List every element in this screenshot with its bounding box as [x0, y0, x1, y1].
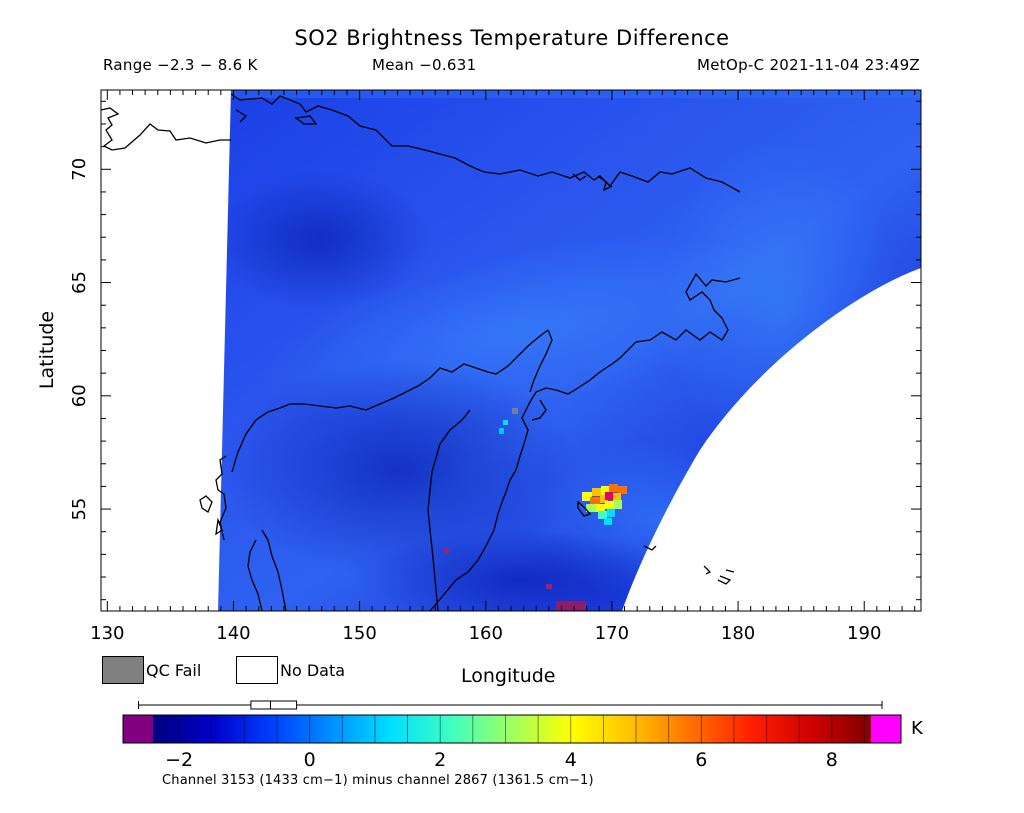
- y-axis-label: Latitude: [36, 310, 58, 390]
- colorbar-tick-label: 2: [434, 749, 446, 771]
- colorbar: [122, 714, 902, 744]
- x-tick-label-140: 140: [216, 623, 250, 644]
- colorbar-frame: [122, 714, 902, 744]
- y-tick-label-70: 70: [69, 158, 90, 181]
- x-tick-label-190: 190: [847, 623, 881, 644]
- x-tick-label-130: 130: [90, 623, 124, 644]
- colorbar-unit: K: [911, 718, 923, 739]
- satellite-time-text: MetOp-C 2021-11-04 23:49Z: [697, 56, 920, 74]
- colorbar-tick-label: 0: [304, 749, 316, 771]
- x-tick-label-150: 150: [342, 623, 376, 644]
- qc-fail-label: QC Fail: [146, 661, 202, 680]
- colorbar-tick-label: 4: [565, 749, 577, 771]
- no-data-swatch: [236, 656, 278, 684]
- colorbar-over-swatch: [871, 715, 901, 743]
- x-tick-label-160: 160: [469, 623, 503, 644]
- x-axis: 130 140 150 160 170 180 190: [90, 90, 916, 644]
- so2-hotspot: [444, 408, 627, 611]
- channel-caption: Channel 3153 (1433 cm−1) minus channel 2…: [162, 773, 594, 788]
- mean-text: Mean −0.631: [372, 56, 477, 74]
- colorbar-under-swatch: [123, 715, 153, 743]
- y-tick-label-55: 55: [69, 498, 90, 521]
- y-axis: 55 60 65 70: [69, 100, 921, 601]
- colorbar-gradient: [153, 715, 871, 743]
- qc-fail-swatch: [102, 656, 144, 684]
- range-text: Range −2.3 − 8.6 K: [103, 56, 258, 74]
- x-tick-label-180: 180: [721, 623, 755, 644]
- coastlines: [100, 93, 741, 612]
- y-tick-label-60: 60: [69, 384, 90, 407]
- chart-title: SO2 Brightness Temperature Difference: [294, 26, 730, 50]
- colorbar-ticks: −2 0 2 4 6 8: [165, 749, 838, 771]
- colorbar-tick-label: 8: [826, 749, 838, 771]
- x-axis-label: Longitude: [461, 665, 556, 687]
- colorbar-tick-label: −2: [165, 749, 193, 771]
- colorbar-box-plot: [138, 700, 883, 710]
- so2-swath: [218, 90, 921, 611]
- no-data-label: No Data: [280, 661, 346, 680]
- box-iqr: [250, 700, 298, 710]
- x-tick-label-170: 170: [595, 623, 629, 644]
- y-tick-label-65: 65: [69, 271, 90, 294]
- colorbar-tick-label: 6: [695, 749, 707, 771]
